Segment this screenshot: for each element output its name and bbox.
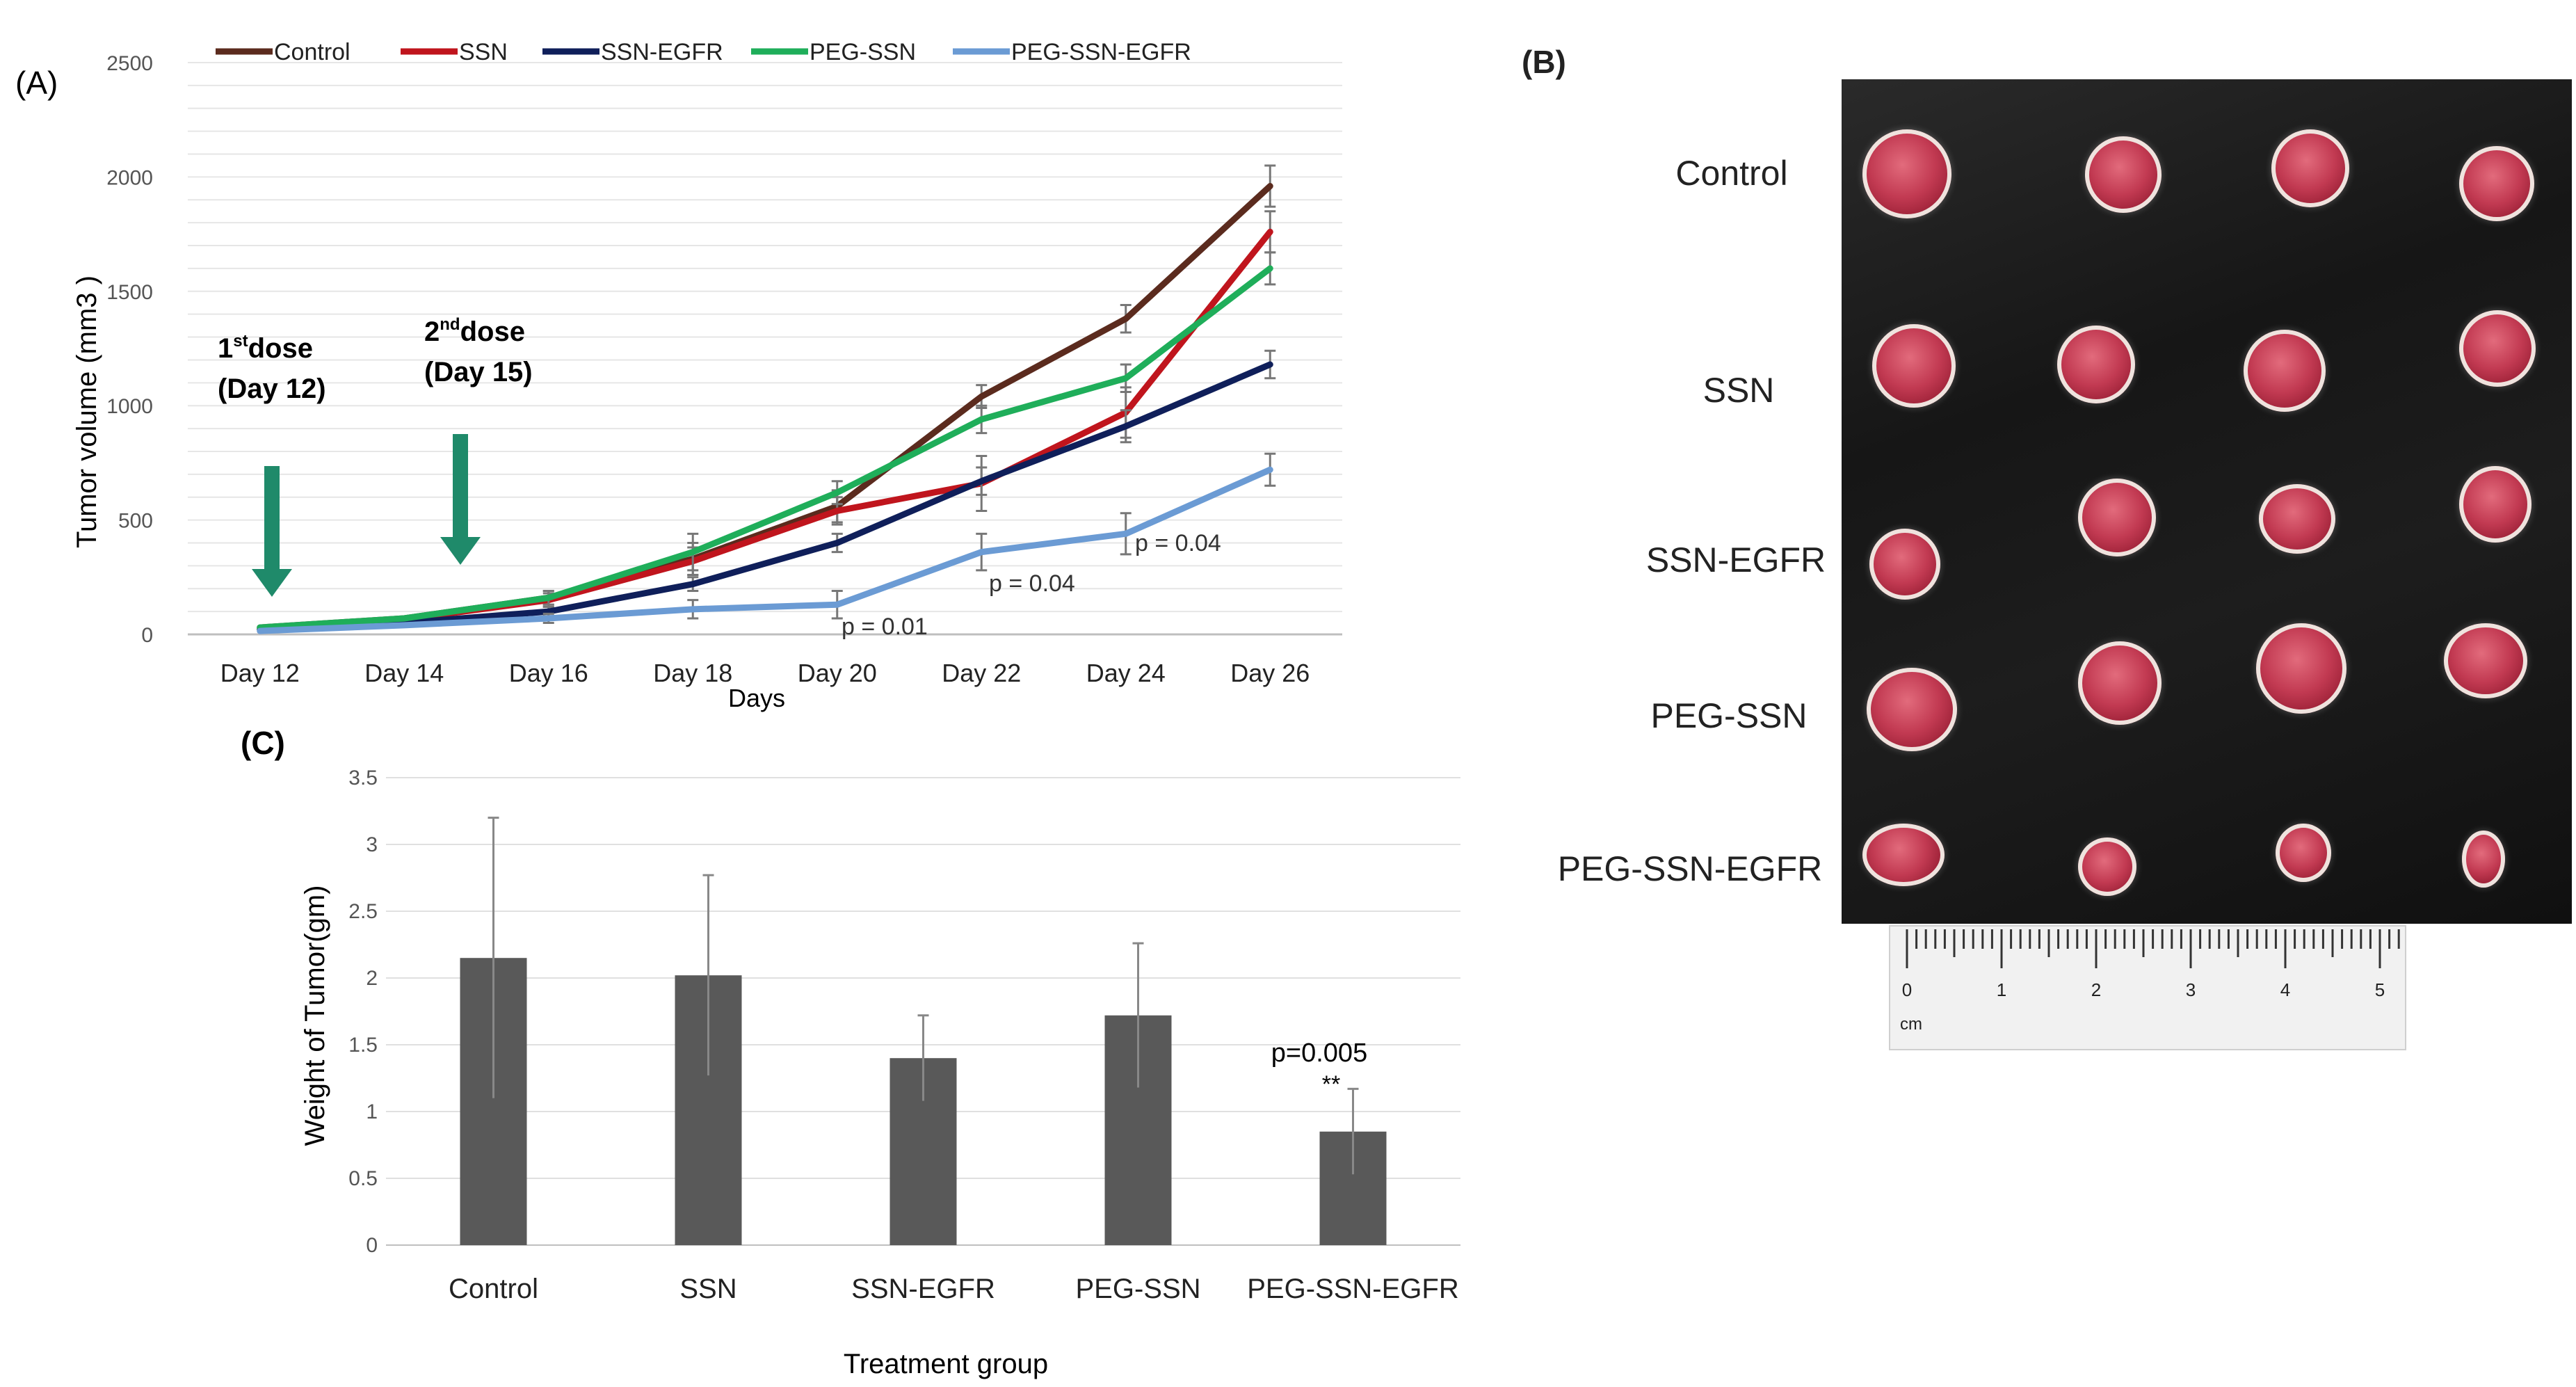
- y-tick-label: 1: [366, 1100, 378, 1123]
- pvalue-day24: p = 0.04: [1135, 530, 1221, 556]
- legend-label: SSN: [459, 39, 508, 65]
- tumor-ssn-4: [2459, 310, 2536, 387]
- tumor-control-2: [2085, 136, 2162, 213]
- y-tick-label: 0.5: [348, 1167, 378, 1190]
- x-tick-label: Control: [449, 1274, 538, 1304]
- legend-label: PEG-SSN-EGFR: [1011, 39, 1191, 65]
- legend-item: Control: [216, 39, 351, 65]
- tumor-peg-ssn-egfr-2: [2078, 837, 2136, 896]
- tumor-ssn-egfr-4: [2459, 466, 2531, 543]
- ruler-number: 3: [2186, 979, 2196, 1000]
- series-line: [257, 466, 1273, 634]
- ruler: 0 1 2 3 4 5 cm: [1889, 925, 2406, 1050]
- ruler-number: 5: [2375, 979, 2385, 1000]
- row-label-ssn: SSN: [1702, 371, 1775, 410]
- tumor-photograph: [1842, 79, 2572, 924]
- series-control: [257, 164, 1276, 631]
- legend-label: Control: [274, 39, 351, 65]
- row-label-peg-ssn-egfr: PEG-SSN-EGFR: [1557, 849, 1823, 888]
- x-tick-label: Day 16: [509, 659, 588, 687]
- pvalue-bar: p=0.005: [1271, 1039, 1367, 1068]
- tumor-peg-ssn-egfr-1: [1862, 824, 1945, 886]
- panel-b-label: (B): [1522, 44, 1566, 80]
- y-tick-label: 2500: [106, 52, 153, 75]
- tumor-peg-ssn-egfr-4: [2462, 831, 2505, 888]
- svg-text:2nddose: 2nddose: [424, 315, 525, 347]
- tumor-peg-ssn-egfr-3: [2276, 824, 2331, 882]
- ruler-number: 0: [1902, 979, 1912, 1000]
- legend-item: PEG-SSN-EGFR: [953, 39, 1191, 65]
- y-tick-label: 0: [141, 624, 153, 647]
- ruler-number: 1: [1997, 979, 2006, 1000]
- pvalue-day20: p = 0.01: [842, 614, 928, 640]
- tumor-ssn-3: [2244, 330, 2326, 412]
- pvalue-day22: p = 0.04: [989, 570, 1075, 597]
- tumor-ssn-1: [1872, 324, 1956, 408]
- x-tick-label: SSN: [679, 1274, 736, 1304]
- tumor-ssn-2: [2057, 326, 2135, 403]
- series-peg-ssn: [257, 251, 1276, 631]
- legend-item: SSN-EGFR: [542, 39, 723, 65]
- tumor-peg-ssn-1: [1867, 668, 1957, 751]
- x-tick-label: Day 26: [1230, 659, 1310, 687]
- x-tick-label: SSN-EGFR: [851, 1274, 995, 1304]
- tumor-weight-bar-chart: (C) 0 0.5 1 1.5 2 2.5 3 3.5 Control SSN SSN-EGFR P…: [241, 725, 1460, 1379]
- row-label-control: Control: [1675, 154, 1788, 193]
- y-tick-label: 2000: [106, 166, 153, 189]
- tumor-volume-line-chart: (A) 0 500 1000 1500 2000 2500 Day 12 Day 14 Day…: [15, 39, 1342, 712]
- svg-text:(Day 12): (Day 12): [218, 374, 326, 404]
- y-tick-label: 1.5: [348, 1034, 378, 1057]
- tumor-ssn-egfr-1: [1869, 529, 1940, 600]
- series-peg-ssn-egfr: [257, 452, 1276, 634]
- row-label-peg-ssn: PEG-SSN: [1650, 696, 1808, 735]
- panel-c-label: (C): [241, 725, 285, 761]
- y-axis-label-weight: Weight of Tumor(gm): [300, 885, 330, 1146]
- y-tick-label: 500: [118, 510, 153, 533]
- y-tick-label: 2: [366, 967, 378, 990]
- row-label-ssn-egfr: SSN-EGFR: [1645, 540, 1826, 579]
- tumor-control-4: [2459, 146, 2534, 221]
- x-tick-label: Day 12: [220, 659, 300, 687]
- dose1-annotation: 1stdose (Day 12): [218, 332, 326, 404]
- tumor-peg-ssn-3: [2256, 623, 2346, 714]
- x-axis-label-treatment-group: Treatment group: [844, 1349, 1048, 1379]
- y-tick-label: 2.5: [348, 900, 378, 923]
- legend-item: SSN: [401, 39, 508, 65]
- svg-text:(Day 15): (Day 15): [424, 357, 533, 387]
- y-tick-label: 3: [366, 833, 378, 856]
- tumor-ssn-egfr-2: [2078, 479, 2156, 556]
- significance-stars: **: [1322, 1071, 1340, 1098]
- x-tick-label: PEG-SSN-EGFR: [1247, 1274, 1458, 1304]
- dose2-arrow-icon: [440, 434, 481, 565]
- y-tick-label: 1500: [106, 281, 153, 304]
- x-tick-label: Day 24: [1086, 659, 1166, 687]
- ruler-unit: cm: [1900, 1015, 1922, 1034]
- series-line: [257, 265, 1273, 631]
- y-tick-label: 0: [366, 1234, 378, 1257]
- tumor-peg-ssn-4: [2444, 623, 2527, 698]
- dose2-annotation: 2nddose (Day 15): [424, 315, 533, 387]
- x-tick-label: Day 22: [942, 659, 1021, 687]
- y-tick-label: 3.5: [348, 767, 378, 789]
- x-tick-label: Day 14: [364, 659, 444, 687]
- tumor-ssn-egfr-3: [2259, 484, 2335, 554]
- panel-a-label: (A): [15, 65, 58, 101]
- x-tick-label: Day 18: [653, 659, 732, 687]
- ruler-number: 2: [2091, 979, 2101, 1000]
- legend-item: PEG-SSN: [751, 39, 916, 65]
- x-tick-label: PEG-SSN: [1075, 1274, 1200, 1304]
- y-axis-label-tumor-volume: Tumor volume (mm3 ): [72, 275, 102, 548]
- legend-label: PEG-SSN: [810, 39, 916, 65]
- x-tick-label: Day 20: [798, 659, 877, 687]
- y-tick-label: 1000: [106, 395, 153, 418]
- ruler-number: 4: [2280, 979, 2290, 1000]
- x-axis-label-days: Days: [728, 684, 785, 712]
- tumor-control-1: [1862, 129, 1951, 218]
- tumor-peg-ssn-2: [2078, 641, 2162, 725]
- svg-text:1stdose: 1stdose: [218, 332, 313, 364]
- legend-label: SSN-EGFR: [601, 39, 723, 65]
- dose1-arrow-icon: [252, 466, 292, 597]
- tumor-control-3: [2271, 129, 2349, 207]
